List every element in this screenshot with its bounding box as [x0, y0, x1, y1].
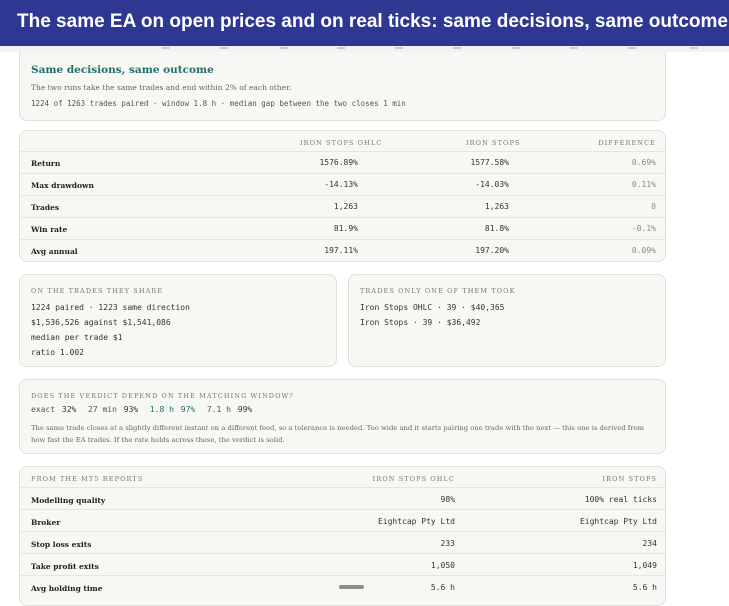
summary-heading: Same decisions, same outcome: [31, 64, 214, 76]
tab-strip: [0, 46, 729, 52]
title-bar: The same EA on open prices and on real t…: [0, 0, 729, 46]
cell-real-ticks: 81.8%: [484, 224, 509, 233]
cell-real-ticks: 100% real ticks: [584, 495, 657, 504]
row-label: Broker: [31, 518, 61, 527]
cell-ohlc: 81.9%: [333, 224, 358, 233]
window-title: The same EA on open prices and on real t…: [17, 11, 728, 32]
shared-line: median per trade $1: [31, 333, 123, 342]
table-row: Avg annual 197.11% 197.20% 0.09%: [20, 239, 665, 261]
unique-trades-card: TRADES ONLY ONE OF THEM TOOK Iron Stops …: [348, 274, 666, 367]
cell-real-ticks: 197.20%: [475, 246, 509, 255]
cell-difference: -0.1%: [631, 224, 656, 233]
row-label: Trades: [31, 203, 60, 212]
table-row: Max drawdown -14.13% -14.03% 0.11%: [20, 173, 665, 195]
window-rate: 97%: [180, 405, 196, 414]
cell-real-ticks: -14.03%: [475, 180, 509, 189]
row-label: Stop loss exits: [31, 540, 92, 549]
mt5-header-real-ticks: IRON STOPS: [602, 475, 657, 483]
cell-real-ticks: 234: [642, 539, 657, 548]
shared-trades-lines: 1224 paired · 1223 same direction $1,536…: [31, 300, 190, 360]
cell-ohlc: 1,263: [333, 202, 358, 211]
window-rate: 32%: [61, 405, 77, 414]
table-row: Trades 1,263 1,263 0: [20, 195, 665, 217]
unique-trades-title: TRADES ONLY ONE OF THEM TOOK: [360, 287, 516, 295]
column-header-ohlc: IRON STOPS OHLC: [300, 139, 383, 147]
mt5-header-label: FROM THE MT5 REPORTS: [31, 475, 144, 483]
window-rate: 93%: [123, 405, 139, 414]
cell-ohlc: 98%: [440, 495, 455, 504]
cell-ohlc: 1,050: [430, 561, 455, 570]
summary-description: The two runs take the same trades and en…: [31, 83, 292, 92]
cell-difference: 0.69%: [631, 158, 656, 167]
unique-line: Iron Stops · 39 · $36,492: [360, 318, 481, 327]
cell-real-ticks: 5.6 h: [632, 583, 657, 592]
table-row: Broker Eightcap Pty Ltd Eightcap Pty Ltd: [20, 509, 665, 532]
window-label: 7.1 h: [206, 405, 231, 414]
shared-line: $1,536,526 against $1,541,086: [31, 318, 171, 327]
matching-window-card: DOES THE VERDICT DEPEND ON THE MATCHING …: [19, 379, 666, 454]
cell-ohlc: Eightcap Pty Ltd: [377, 517, 455, 526]
mt5-reports-table: FROM THE MT5 REPORTS IRON STOPS OHLC IRO…: [19, 466, 666, 606]
shared-line: ratio 1.002: [31, 348, 84, 357]
matching-window-title: DOES THE VERDICT DEPEND ON THE MATCHING …: [31, 392, 294, 400]
cell-ohlc: -14.13%: [324, 180, 358, 189]
cell-difference: 0.11%: [631, 180, 656, 189]
cell-ohlc: 233: [440, 539, 455, 548]
shared-line: 1224 paired · 1223 same direction: [31, 303, 190, 312]
shared-trades-title: ON THE TRADES THEY SHARE: [31, 287, 164, 295]
row-label: Take profit exits: [31, 562, 99, 571]
window-rate: 99%: [237, 405, 253, 414]
row-label: Return: [31, 159, 61, 168]
unique-line: Iron Stops OHLC · 39 · $40,365: [360, 303, 505, 312]
summary-meta: 1224 of 1263 trades paired · window 1.8 …: [31, 99, 406, 108]
row-label: Avg annual: [31, 247, 78, 256]
column-header-difference: DIFFERENCE: [598, 139, 656, 147]
cell-real-ticks: Eightcap Pty Ltd: [579, 517, 657, 526]
window-label: exact: [31, 405, 56, 414]
matching-window-values: exact 32% 27 min 93% 1.8 h 97% 7.1 h 99%: [31, 405, 254, 414]
row-label: Win rate: [31, 225, 68, 234]
table-row: Stop loss exits 233 234: [20, 531, 665, 554]
cell-difference: 0.09%: [631, 246, 656, 255]
row-label: Modelling quality: [31, 496, 106, 505]
row-label: Max drawdown: [31, 181, 94, 190]
table-row: Win rate 81.9% 81.8% -0.1%: [20, 217, 665, 239]
cell-difference: 0: [651, 202, 656, 211]
cell-ohlc: 1576.89%: [319, 158, 358, 167]
shared-trades-card: ON THE TRADES THEY SHARE 1224 paired · 1…: [19, 274, 337, 367]
matching-window-note: The same trade closes at a slightly diff…: [31, 424, 645, 444]
comparison-table: IRON STOPS OHLC IRON STOPS DIFFERENCE Re…: [19, 130, 666, 262]
table-row: Avg holding time 5.6 h 5.6 h: [20, 575, 665, 598]
summary-card: Same decisions, same outcome The two run…: [19, 52, 666, 121]
cell-real-ticks: 1,049: [632, 561, 657, 570]
cell-ohlc: 197.11%: [324, 246, 358, 255]
row-label: Avg holding time: [31, 584, 103, 593]
cell-ohlc: 5.6 h: [430, 583, 455, 592]
column-header-real-ticks: IRON STOPS: [466, 139, 521, 147]
mt5-header-ohlc: IRON STOPS OHLC: [372, 475, 455, 483]
cell-real-ticks: 1,263: [484, 202, 509, 211]
window-label: 1.8 h: [149, 405, 174, 414]
table-row: Return 1576.89% 1577.58% 0.69%: [20, 151, 665, 173]
table-row: Take profit exits 1,050 1,049: [20, 553, 665, 576]
unique-trades-lines: Iron Stops OHLC · 39 · $40,365 Iron Stop…: [360, 300, 505, 330]
scroll-indicator[interactable]: [339, 585, 364, 589]
table-row: Modelling quality 98% 100% real ticks: [20, 487, 665, 510]
cell-real-ticks: 1577.58%: [470, 158, 509, 167]
window-label: 27 min: [88, 405, 117, 414]
